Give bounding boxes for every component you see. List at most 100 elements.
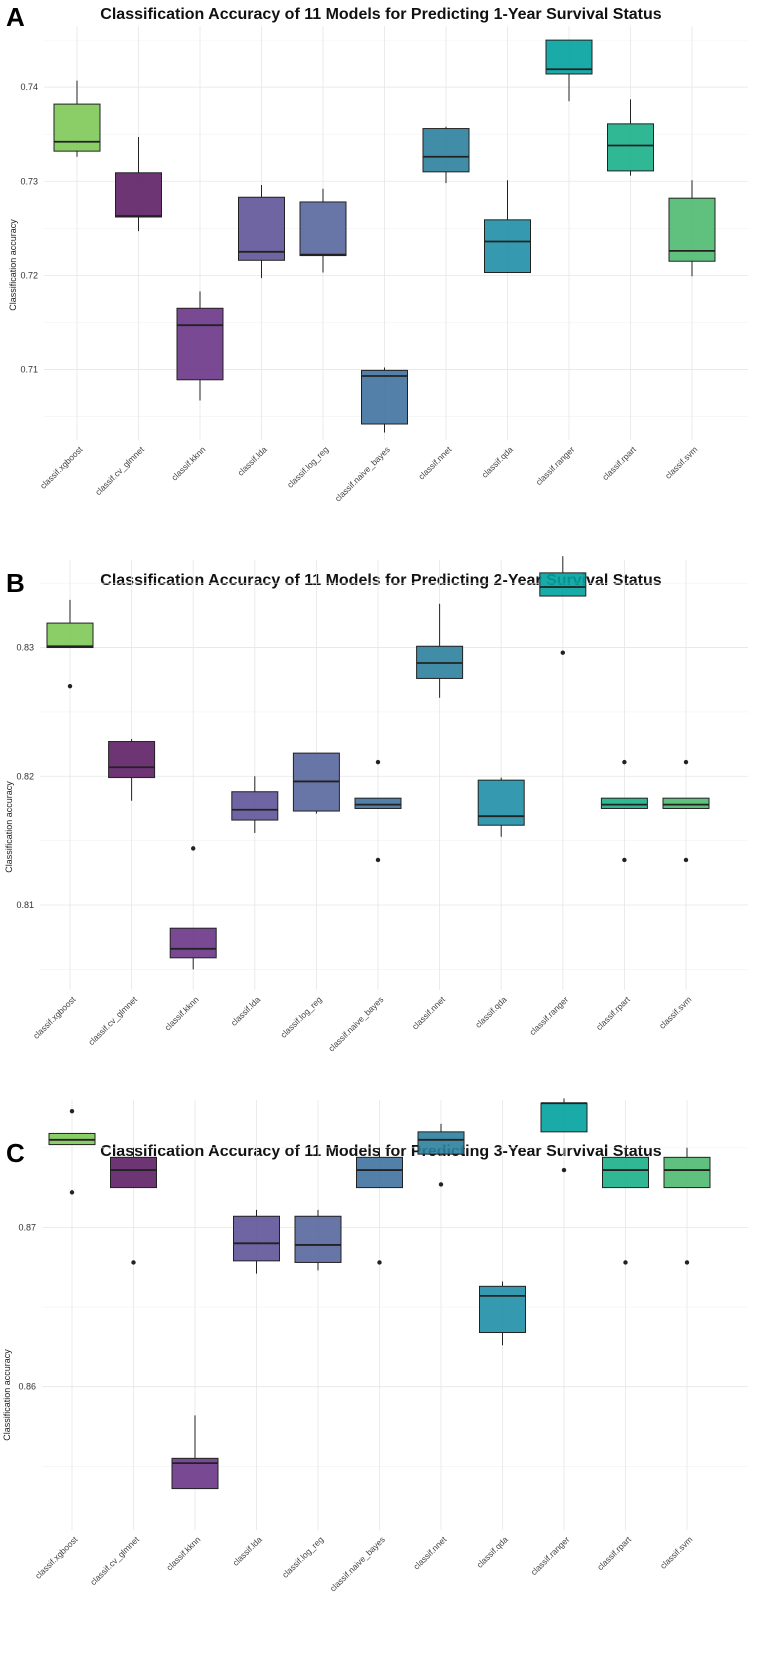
box-iqr: [602, 1156, 649, 1189]
chart-title: Classification Accuracy of 11 Models for…: [100, 6, 662, 23]
box-classif-naive_bayes: [361, 367, 408, 433]
box-classif-cv_glmnet: [108, 738, 156, 801]
box-iqr: [477, 779, 525, 826]
outlier-point: [684, 1260, 690, 1265]
box-iqr: [417, 1131, 465, 1155]
y-tick-label: 0.73: [20, 176, 38, 186]
box-iqr: [545, 39, 593, 75]
box-classif-lda: [238, 185, 285, 279]
box-classif-rpart: [602, 1147, 649, 1265]
box-classif-xgboost: [53, 80, 101, 157]
box-iqr: [108, 741, 156, 779]
box-iqr: [294, 1215, 342, 1263]
box-classif-svm: [662, 759, 710, 863]
box-iqr: [169, 927, 217, 959]
y-tick-label: 0.71: [20, 364, 38, 374]
outlier-point: [561, 1167, 567, 1173]
box-iqr: [299, 201, 347, 257]
x-tick-label: classif.lda: [230, 1534, 264, 1568]
box-iqr: [53, 103, 101, 152]
y-tick-label: 0.86: [18, 1382, 36, 1392]
x-tick-label: classif.kknn: [164, 1534, 202, 1572]
box-classif-cv_glmnet: [110, 1147, 157, 1265]
box-iqr: [354, 797, 402, 809]
box-iqr: [361, 369, 408, 425]
y-tick-label: 0.72: [20, 270, 38, 280]
panel-a: A Classification Accuracy of 11 Models f…: [0, 0, 762, 530]
box-classif-nnet: [422, 126, 470, 184]
y-tick-label: 0.83: [16, 643, 34, 653]
box-classif-xgboost: [46, 599, 94, 689]
box-classif-qda: [477, 777, 525, 837]
outlier-point: [375, 759, 381, 765]
box-iqr: [607, 123, 654, 172]
box-classif-kknn: [171, 1415, 219, 1490]
box-classif-lda: [233, 1209, 280, 1274]
box-classif-rpart: [607, 99, 654, 176]
box-iqr: [46, 622, 94, 649]
chart-title: Classification Accuracy of 11 Models for…: [100, 572, 662, 589]
x-tick-label: classif.naive_bayes: [328, 1534, 387, 1593]
box-classif-svm: [663, 1147, 711, 1265]
box-iqr: [479, 1285, 526, 1334]
outlier-point: [683, 759, 689, 765]
x-tick-label: classif.rpart: [595, 1534, 633, 1572]
outlier-point: [560, 650, 565, 655]
box-classif-log_reg: [292, 752, 340, 814]
box-classif-ranger: [540, 1098, 588, 1173]
box-classif-nnet: [416, 603, 464, 698]
panel-b: B Classification Accuracy of 11 Models f…: [4, 568, 662, 873]
outlier-point: [375, 857, 381, 863]
panel-letter: B: [6, 568, 25, 598]
outlier-point: [683, 857, 689, 863]
box-classif-cv_glmnet: [115, 137, 162, 232]
outlier-point: [69, 1108, 75, 1114]
outlier-point: [623, 1260, 628, 1265]
box-iqr: [110, 1156, 157, 1189]
outlier-point: [622, 759, 627, 765]
box-classif-lda: [231, 776, 279, 833]
outlier-point: [131, 1260, 136, 1265]
panel-letter: A: [6, 2, 25, 32]
box-classif-xgboost: [48, 1108, 96, 1195]
outlier-point: [438, 1182, 444, 1187]
box-iqr: [662, 797, 710, 809]
outlier-point: [69, 1190, 75, 1195]
box-classif-naive_bayes: [354, 759, 402, 863]
box-iqr: [231, 791, 279, 821]
box-iqr: [600, 797, 648, 809]
box-classif-ranger: [539, 556, 587, 655]
box-classif-svm: [668, 180, 716, 277]
box-classif-qda: [484, 180, 531, 274]
chart-title: Classification Accuracy of 11 Models for…: [100, 1143, 662, 1160]
box-classif-kknn: [176, 291, 224, 401]
y-tick-label: 0.82: [16, 771, 34, 781]
x-tick-label: classif.xgboost: [33, 1534, 80, 1581]
x-tick-label: classif.ranger: [529, 1534, 572, 1577]
box-iqr: [540, 1102, 588, 1133]
y-tick-label: 0.87: [18, 1222, 36, 1232]
box-iqr: [484, 219, 531, 274]
outlier-point: [377, 1260, 382, 1265]
box-iqr: [422, 128, 470, 173]
x-tick-label: classif.svm: [658, 1534, 694, 1570]
x-tick-label: classif.cv_glmnet: [88, 1534, 141, 1587]
box-classif-rpart: [600, 759, 648, 863]
box-iqr: [238, 196, 285, 261]
box-iqr: [176, 307, 224, 381]
x-tick-label: classif.qda: [474, 1534, 510, 1570]
x-tick-label: classif.nnet: [411, 1534, 449, 1572]
box-classif-log_reg: [294, 1209, 342, 1271]
outlier-point: [67, 683, 73, 689]
box-iqr: [233, 1215, 280, 1262]
outlier-point: [191, 846, 196, 851]
box-classif-qda: [479, 1281, 526, 1346]
x-tick-label: classif.log_reg: [280, 1534, 326, 1580]
y-tick-label: 0.81: [16, 900, 34, 910]
box-classif-naive_bayes: [356, 1147, 403, 1265]
box-classif-kknn: [169, 846, 217, 970]
